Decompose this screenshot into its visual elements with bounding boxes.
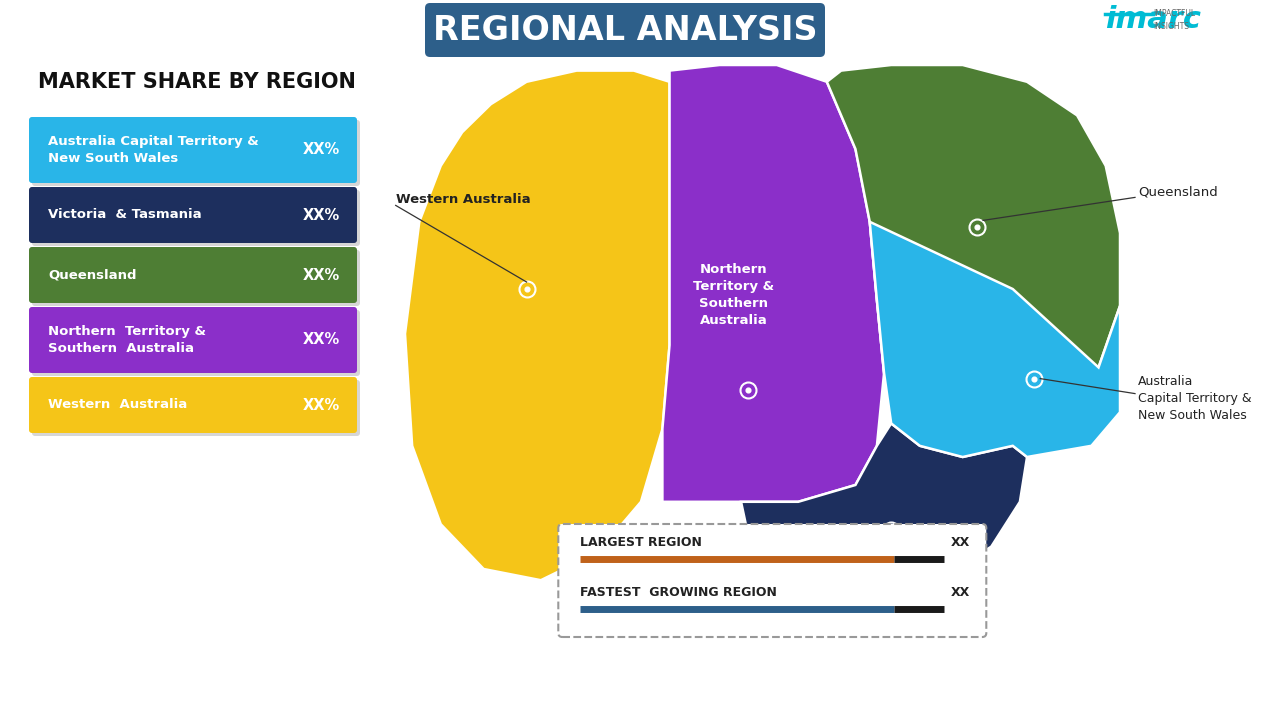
FancyBboxPatch shape [29, 117, 357, 183]
Text: Victoria  & Tasmania: Victoria & Tasmania [591, 554, 727, 567]
Text: Queensland: Queensland [49, 269, 137, 282]
Polygon shape [869, 222, 1120, 457]
Text: FASTEST  GROWING REGION: FASTEST GROWING REGION [580, 587, 777, 600]
Text: IMPACTFUL
INSIGHTS: IMPACTFUL INSIGHTS [1153, 9, 1196, 31]
FancyBboxPatch shape [425, 3, 826, 57]
Text: Western  Australia: Western Australia [49, 398, 187, 412]
Text: XX%: XX% [303, 333, 340, 348]
Text: XX%: XX% [303, 397, 340, 413]
Polygon shape [741, 423, 1027, 591]
Text: XX: XX [951, 587, 970, 600]
Text: XX: XX [951, 536, 970, 549]
Polygon shape [827, 65, 1120, 457]
Text: Australia
Capital Territory &
New South Wales: Australia Capital Territory & New South … [1138, 375, 1252, 422]
Text: MARKET SHARE BY REGION: MARKET SHARE BY REGION [38, 72, 356, 92]
FancyBboxPatch shape [32, 380, 360, 436]
Text: XX%: XX% [303, 268, 340, 282]
FancyBboxPatch shape [32, 120, 360, 186]
Text: Queensland: Queensland [1138, 186, 1217, 199]
Polygon shape [863, 563, 941, 625]
Text: Western Australia: Western Australia [396, 193, 530, 206]
Polygon shape [663, 65, 884, 502]
FancyBboxPatch shape [32, 190, 360, 246]
Text: REGIONAL ANALYSIS: REGIONAL ANALYSIS [433, 14, 817, 47]
FancyBboxPatch shape [558, 524, 987, 637]
FancyBboxPatch shape [29, 187, 357, 243]
FancyBboxPatch shape [29, 377, 357, 433]
Text: Northern
Territory &
Southern
Australia: Northern Territory & Southern Australia [694, 263, 774, 327]
Text: XX%: XX% [303, 143, 340, 158]
Text: Victoria  & Tasmania: Victoria & Tasmania [49, 209, 202, 222]
FancyBboxPatch shape [32, 310, 360, 376]
FancyBboxPatch shape [29, 307, 357, 373]
FancyBboxPatch shape [29, 247, 357, 303]
Polygon shape [404, 71, 669, 580]
Text: imarc: imarc [1105, 6, 1201, 35]
Text: LARGEST REGION: LARGEST REGION [580, 536, 703, 549]
Text: XX%: XX% [303, 207, 340, 222]
Text: Northern  Territory &
Southern  Australia: Northern Territory & Southern Australia [49, 325, 206, 355]
FancyBboxPatch shape [32, 250, 360, 306]
Text: Australia Capital Territory &
New South Wales: Australia Capital Territory & New South … [49, 135, 259, 165]
